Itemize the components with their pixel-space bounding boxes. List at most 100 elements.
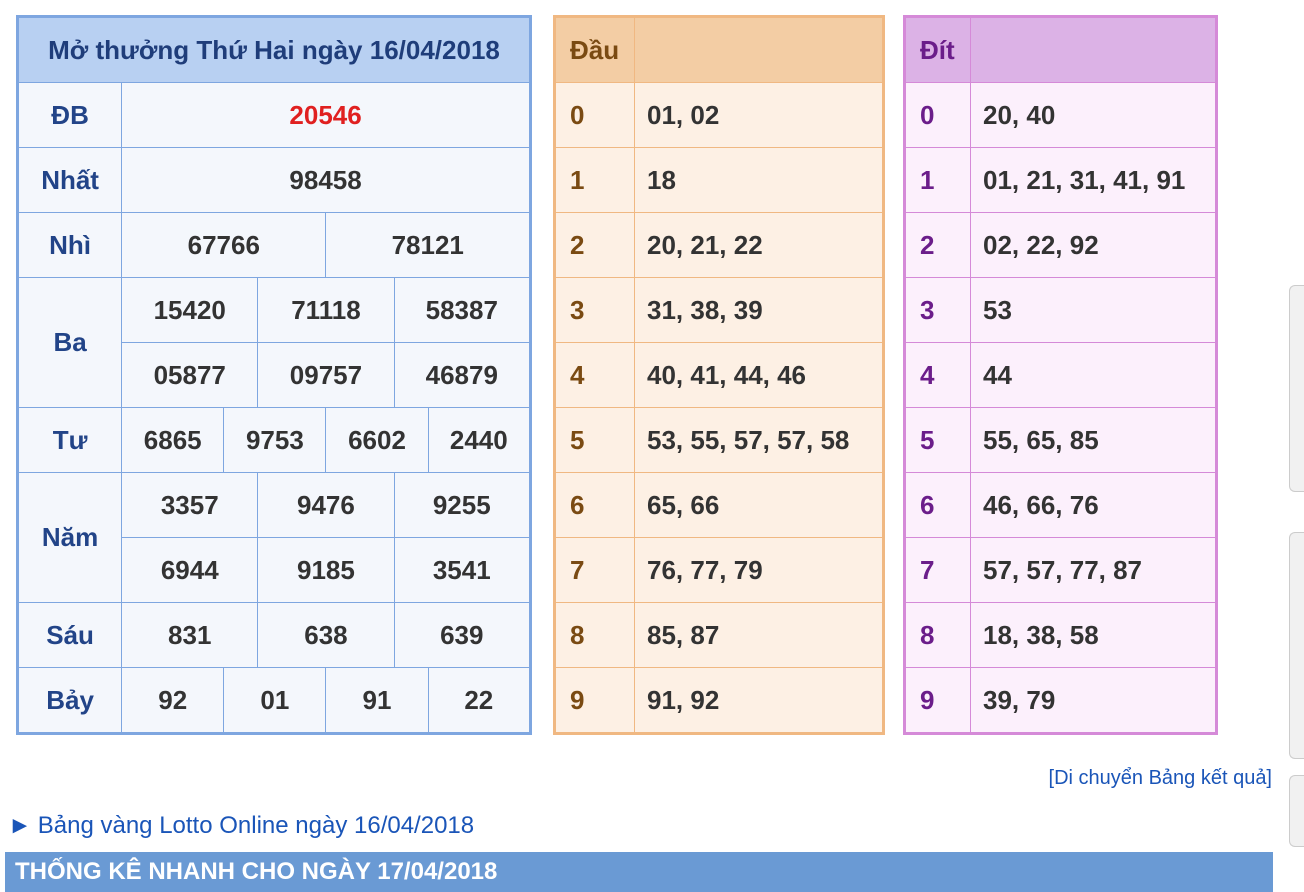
- table-row: 0 20, 40: [904, 82, 1217, 148]
- prize-nhi-value: 78121: [325, 212, 531, 278]
- prize-ba-value: 58387: [393, 277, 532, 343]
- dit-digit: 8: [904, 602, 971, 668]
- results-table: Mở thưởng Thứ Hai ngày 16/04/2018 ĐB 205…: [16, 15, 532, 735]
- dit-nums: 18, 38, 58: [970, 602, 1217, 668]
- table-row: 1 18: [554, 147, 884, 213]
- table-row: 8 18, 38, 58: [904, 602, 1217, 668]
- triangle-right-icon: ►: [8, 812, 32, 839]
- dau-digit: 8: [554, 602, 635, 668]
- prize-tu-value: 6865: [121, 407, 225, 473]
- prize-ba-value: 46879: [393, 342, 532, 408]
- prize-sau-value: 831: [121, 602, 259, 668]
- dit-digit: 7: [904, 537, 971, 603]
- prize-ba-value: 05877: [121, 342, 259, 408]
- results-title: Mở thưởng Thứ Hai ngày 16/04/2018: [17, 16, 531, 83]
- dit-nums: 02, 22, 92: [970, 212, 1217, 278]
- side-scroll-tab[interactable]: [1289, 775, 1304, 847]
- dit-header-blank: [970, 16, 1217, 83]
- dit-digit: 1: [904, 147, 971, 213]
- dau-digit: 4: [554, 342, 635, 408]
- prize-tu-value: 6602: [325, 407, 429, 473]
- prize-nam-value: 3541: [393, 537, 532, 603]
- dau-digit: 1: [554, 147, 635, 213]
- prize-label-nhi: Nhì: [16, 212, 123, 278]
- dau-digit: 5: [554, 407, 635, 473]
- dit-nums: 57, 57, 77, 87: [970, 537, 1217, 603]
- lotto-online-link[interactable]: ► Bảng vàng Lotto Online ngày 16/04/2018: [8, 812, 474, 840]
- dau-nums: 31, 38, 39: [634, 277, 884, 343]
- dit-table: Đít 0 20, 40 1 01, 21, 31, 41, 91 2 02, 22,…: [903, 15, 1218, 735]
- table-row: 2 20, 21, 22: [554, 212, 884, 278]
- prize-bay-value: 01: [223, 667, 327, 734]
- table-row: 8 85, 87: [554, 602, 884, 668]
- dit-header: Đít: [904, 16, 971, 83]
- table-row: 5 55, 65, 85: [904, 407, 1217, 473]
- table-row: 6 65, 66: [554, 472, 884, 538]
- table-row: 2 02, 22, 92: [904, 212, 1217, 278]
- dit-digit: 0: [904, 82, 971, 148]
- prize-nam-value: 3357: [121, 472, 259, 538]
- prize-nam-value: 9476: [257, 472, 395, 538]
- prize-ba-value: 15420: [121, 277, 259, 343]
- prize-db-value: 20546: [121, 82, 531, 148]
- table-row: 7 57, 57, 77, 87: [904, 537, 1217, 603]
- table-row: 9 91, 92: [554, 667, 884, 734]
- prize-bay-value: 22: [427, 667, 532, 734]
- dit-nums: 46, 66, 76: [970, 472, 1217, 538]
- dau-header: Đầu: [554, 16, 635, 83]
- dit-digit: 6: [904, 472, 971, 538]
- dau-digit: 7: [554, 537, 635, 603]
- dau-nums: 76, 77, 79: [634, 537, 884, 603]
- prize-nam-value: 6944: [121, 537, 259, 603]
- prize-label-tu: Tư: [16, 407, 123, 473]
- dau-nums: 20, 21, 22: [634, 212, 884, 278]
- dit-nums: 55, 65, 85: [970, 407, 1217, 473]
- prize-bay-value: 91: [325, 667, 429, 734]
- prize-tu-value: 9753: [223, 407, 327, 473]
- prize-label-sau: Sáu: [16, 602, 123, 668]
- dau-nums: 01, 02: [634, 82, 884, 148]
- table-row: 7 76, 77, 79: [554, 537, 884, 603]
- table-row: 0 01, 02: [554, 82, 884, 148]
- dau-table: Đầu 0 01, 02 1 18 2 20, 21, 22 3 31, 38, 39 …: [553, 15, 885, 735]
- dit-digit: 4: [904, 342, 971, 408]
- side-scroll-tab[interactable]: [1289, 532, 1304, 759]
- dau-digit: 6: [554, 472, 635, 538]
- dau-digit: 0: [554, 82, 635, 148]
- dit-nums: 01, 21, 31, 41, 91: [970, 147, 1217, 213]
- dit-digit: 3: [904, 277, 971, 343]
- dit-nums: 44: [970, 342, 1217, 408]
- dit-digit: 2: [904, 212, 971, 278]
- dit-digit: 9: [904, 667, 971, 734]
- lotto-online-label: Bảng vàng Lotto Online ngày 16/04/2018: [37, 812, 475, 839]
- prize-ba-value: 09757: [257, 342, 395, 408]
- dit-digit: 5: [904, 407, 971, 473]
- prize-ba-value: 71118: [257, 277, 395, 343]
- prize-nam-value: 9255: [393, 472, 532, 538]
- dau-header-blank: [634, 16, 884, 83]
- dit-nums: 53: [970, 277, 1217, 343]
- prize-label-nhat: Nhất: [16, 147, 123, 213]
- dit-nums: 20, 40: [970, 82, 1217, 148]
- prize-sau-value: 639: [393, 602, 532, 668]
- dit-nums: 39, 79: [970, 667, 1217, 734]
- quick-stats-header: THỐNG KÊ NHANH CHO NGÀY 17/04/2018: [5, 852, 1273, 892]
- dau-nums: 85, 87: [634, 602, 884, 668]
- prize-label-bay: Bảy: [16, 667, 123, 734]
- dau-nums: 65, 66: [634, 472, 884, 538]
- dau-nums: 91, 92: [634, 667, 884, 734]
- dau-digit: 3: [554, 277, 635, 343]
- table-row: 9 39, 79: [904, 667, 1217, 734]
- prize-nam-value: 9185: [257, 537, 395, 603]
- dau-nums: 53, 55, 57, 57, 58: [634, 407, 884, 473]
- side-scroll-tab[interactable]: [1289, 285, 1304, 492]
- prize-bay-value: 92: [121, 667, 225, 734]
- dau-digit: 2: [554, 212, 635, 278]
- table-row: 3 31, 38, 39: [554, 277, 884, 343]
- prize-label-nam: Năm: [16, 472, 123, 603]
- prize-nhi-value: 67766: [121, 212, 327, 278]
- prize-label-db: ĐB: [16, 82, 123, 148]
- move-results-table-link[interactable]: [Di chuyển Bảng kết quả]: [1048, 767, 1272, 789]
- table-row: 3 53: [904, 277, 1217, 343]
- table-row: 1 01, 21, 31, 41, 91: [904, 147, 1217, 213]
